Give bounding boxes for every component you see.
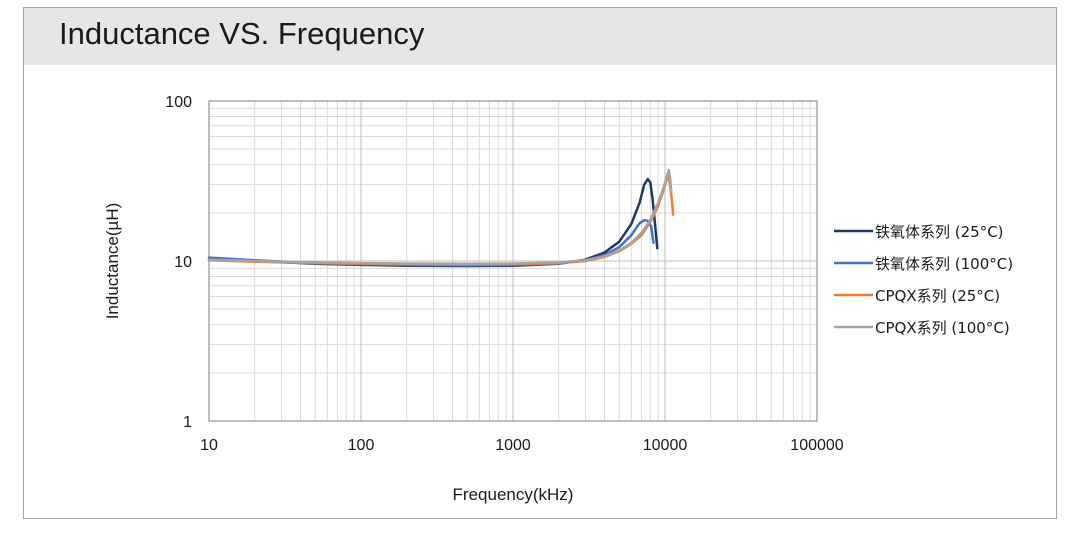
legend-label-1: 铁氧体系列 (25°C) — [875, 223, 1004, 241]
x-tick-label: 10 — [200, 437, 218, 454]
y-tick-label: 100 — [165, 94, 192, 111]
y-tick-labels: 100 10 1 — [165, 94, 192, 431]
legend: 铁氧体系列 (25°C) 铁氧体系列 (100°C) CPQX系列 (25°C) CP… — [834, 223, 1013, 337]
x-tick-label: 100 — [348, 437, 375, 454]
y-tick-label: 10 — [174, 254, 192, 271]
chart-frame: Inductance VS. Frequency — [23, 7, 1057, 519]
x-tick-labels: 10 100 1000 10000 100000 — [200, 437, 844, 454]
series-line-3 — [207, 174, 675, 266]
x-tick-label: 10000 — [643, 437, 688, 454]
series-lines — [207, 168, 675, 268]
legend-label-2: 铁氧体系列 (100°C) — [875, 255, 1013, 273]
y-axis-label: Inductance(µH) — [103, 203, 122, 320]
x-axis-label: Frequency(kHz) — [453, 485, 574, 504]
legend-label-4: CPQX系列 (100°C) — [875, 319, 1010, 337]
series-line-4 — [207, 168, 673, 266]
legend-label-3: CPQX系列 (25°C) — [875, 287, 1000, 305]
y-tick-label: 1 — [183, 414, 192, 431]
chart-title: Inductance VS. Frequency — [59, 16, 425, 51]
x-tick-label: 1000 — [495, 437, 531, 454]
title-bar: Inductance VS. Frequency — [24, 8, 1056, 65]
x-tick-label: 100000 — [790, 437, 843, 454]
